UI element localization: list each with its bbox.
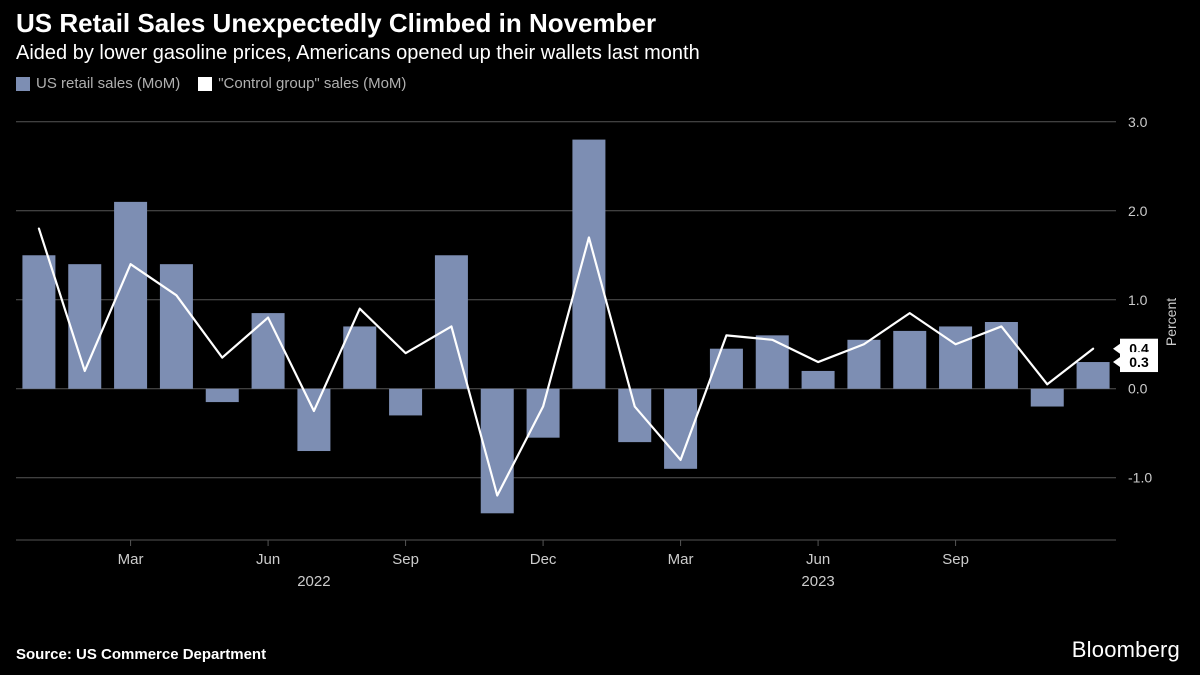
legend-label-bars: US retail sales (MoM) (36, 75, 180, 92)
brand-label: Bloomberg (1072, 637, 1180, 663)
legend-label-line: "Control group" sales (MoM) (218, 75, 406, 92)
chart-area: -1.0 0.0 1.0 2.0 3.0 Percent Mar Jun Sep Dec Mar Ju… (16, 100, 1184, 600)
callout-pointer (1113, 357, 1120, 367)
chart-subtitle: Aided by lower gasoline prices, American… (16, 42, 700, 65)
y-tick-label: 0.0 (1128, 381, 1148, 397)
x-year-label: 2022 (297, 573, 330, 590)
bar (1031, 389, 1064, 407)
x-month-label: Jun (806, 551, 830, 568)
chart-svg: -1.0 0.0 1.0 2.0 3.0 Percent Mar Jun Sep Dec Mar Ju… (16, 100, 1184, 600)
y-tick-label: 1.0 (1128, 292, 1148, 308)
x-month-label: Mar (118, 551, 144, 568)
bar (618, 389, 651, 442)
x-month-label: Sep (392, 551, 419, 568)
y-axis-title: Percent (1163, 298, 1179, 346)
bar (206, 389, 239, 402)
bar (22, 255, 55, 388)
legend-swatch-line (198, 77, 212, 91)
legend-item-bars: US retail sales (MoM) (16, 75, 180, 92)
y-tick-label: 2.0 (1128, 203, 1148, 219)
bar (572, 140, 605, 389)
legend-swatch-bars (16, 77, 30, 91)
callout-label: 0.3 (1129, 354, 1149, 370)
y-tick-label: 3.0 (1128, 114, 1148, 130)
bar (893, 331, 926, 389)
legend: US retail sales (MoM) "Control group" sa… (16, 75, 406, 92)
bar (389, 389, 422, 416)
legend-item-line: "Control group" sales (MoM) (198, 75, 406, 92)
bar (252, 313, 285, 389)
x-year-label: 2023 (801, 573, 834, 590)
x-month-label: Dec (530, 551, 557, 568)
callout-pointer (1113, 344, 1120, 354)
bar (847, 340, 880, 389)
bar (114, 202, 147, 389)
x-month-label: Sep (942, 551, 969, 568)
bar (756, 335, 789, 388)
bar (160, 264, 193, 389)
bar (297, 389, 330, 451)
bar (1077, 362, 1110, 389)
source-footer: Source: US Commerce Department (16, 646, 266, 663)
line-series (39, 229, 1093, 496)
x-month-label: Jun (256, 551, 280, 568)
bar (802, 371, 835, 389)
chart-title: US Retail Sales Unexpectedly Climbed in … (16, 8, 656, 39)
x-month-label: Mar (668, 551, 694, 568)
y-tick-label: -1.0 (1128, 470, 1152, 486)
